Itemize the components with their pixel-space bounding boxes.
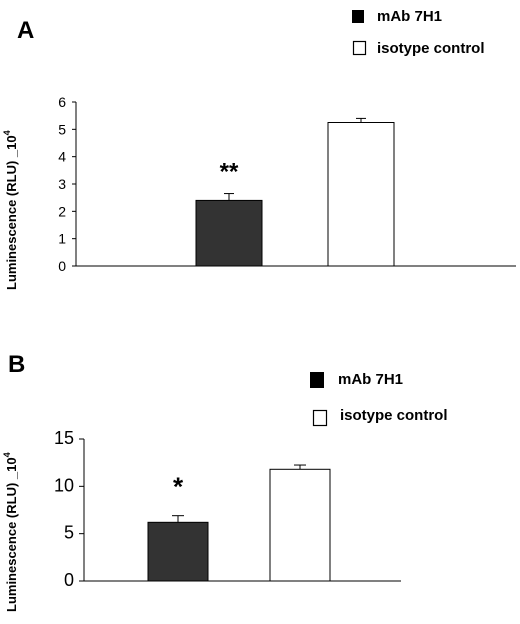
- panel-a-y-tick-label: 0: [58, 258, 66, 274]
- legend-b-swatch-mab: [310, 372, 324, 388]
- panel-b-y-axis-label-exponent: 4: [2, 452, 12, 457]
- panel-a-y-axis-label-text: Luminescence (RLU) _10: [4, 135, 19, 290]
- panel-a-y-tick-label: 1: [58, 231, 66, 247]
- panel-b-bar-isotype-control: [269, 468, 331, 582]
- panel-b-bars: *: [147, 464, 331, 582]
- panel-a-bar-isotype-control: [327, 122, 395, 267]
- panel-a-y-tick-label: 4: [58, 149, 66, 165]
- legend-b-label-mab: mAb 7H1: [338, 371, 403, 388]
- panel-a-y-axis-label: Luminescence (RLU) _104: [2, 130, 19, 290]
- legend-a-label-mab: mAb 7H1: [377, 8, 442, 25]
- panel-b-y-axis-label: Luminescence (RLU) _104: [2, 452, 19, 612]
- legend-b-label-isotype: isotype control: [340, 407, 448, 424]
- panel-a-letter: A: [17, 17, 34, 44]
- panel-a-bars: **: [195, 117, 395, 267]
- panel-b-y-tick-label: 5: [64, 523, 74, 543]
- panel-a-y-ticks: 0 1 2 3 4 5 6: [58, 94, 76, 274]
- panel-b-significance-marker: *: [173, 472, 184, 502]
- legend-b-swatch-isotype: [312, 409, 328, 427]
- panel-b-y-tick-label: 10: [54, 475, 74, 495]
- legend-a-swatch-mab: [352, 10, 364, 23]
- panel-b-letter: B: [8, 351, 25, 378]
- panel-a-bar-mab-7h1: [195, 199, 263, 267]
- panel-a: A mAb 7H1 isotype control Luminescence (…: [2, 8, 516, 290]
- panel-b-y-tick-label: 0: [64, 570, 74, 590]
- panel-a-y-tick-label: 6: [58, 94, 66, 110]
- panel-a-significance-marker: **: [220, 159, 239, 186]
- panel-b-y-axis-label-text: Luminescence (RLU) _10: [4, 457, 19, 612]
- panel-a-y-tick-label: 3: [58, 176, 66, 192]
- legend-a-swatch-isotype: [352, 40, 367, 56]
- panel-b-y-ticks: 0 5 10 15: [54, 428, 84, 590]
- panel-a-y-axis-label-exponent: 4: [2, 130, 12, 135]
- panel-b-bar-mab-7h1: [147, 521, 209, 582]
- panel-a-y-tick-label: 2: [58, 203, 66, 219]
- legend-a-label-isotype: isotype control: [377, 40, 485, 57]
- panel-b: B mAb 7H1 isotype control Luminescence (…: [2, 351, 448, 612]
- panel-a-y-tick-label: 5: [58, 121, 66, 137]
- panel-b-y-tick-label: 15: [54, 428, 74, 448]
